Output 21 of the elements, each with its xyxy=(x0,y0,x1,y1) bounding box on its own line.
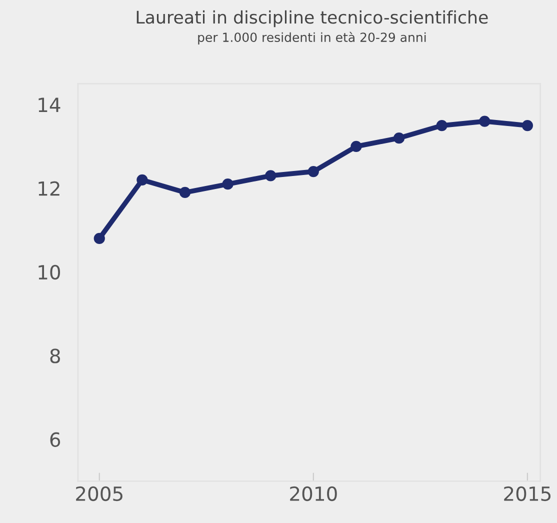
point xyxy=(179,186,191,198)
point xyxy=(94,232,105,244)
point xyxy=(308,166,319,178)
point xyxy=(265,170,276,182)
point xyxy=(479,116,490,127)
y-tick-label: 10 xyxy=(38,264,60,280)
x-tick-label: 2010 xyxy=(290,486,337,502)
point xyxy=(436,120,448,132)
chart-title: Laureati in discipline tecnico-scientifiche xyxy=(136,10,488,28)
point xyxy=(136,174,148,186)
point xyxy=(522,120,534,132)
point xyxy=(393,132,405,144)
chart-subtitle: per 1.000 residenti in età 20-29 anni xyxy=(198,32,426,44)
y-tick-label: 6 xyxy=(50,432,60,447)
point xyxy=(222,178,234,190)
point xyxy=(350,140,362,152)
y-tick-label: 12 xyxy=(38,181,60,196)
x-tick-label: 2005 xyxy=(76,486,122,502)
y-tick-label: 8 xyxy=(50,348,60,364)
x-tick-label: 2015 xyxy=(504,486,550,502)
y-tick-label: 14 xyxy=(38,98,60,112)
